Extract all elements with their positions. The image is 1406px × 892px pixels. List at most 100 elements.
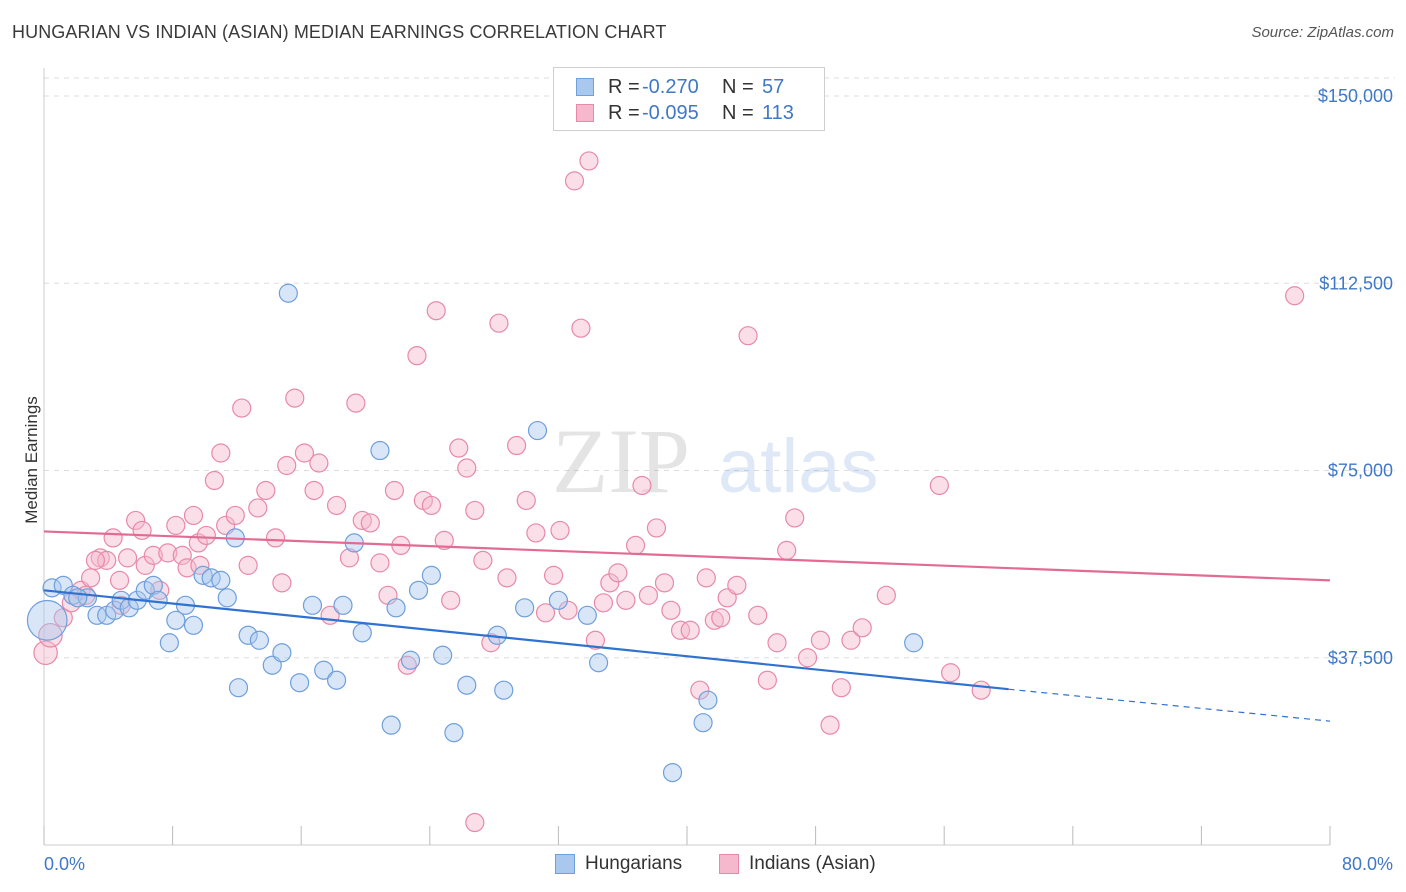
legend-n-label: N = <box>722 101 754 124</box>
point-indians <box>777 540 797 560</box>
point-indians <box>608 563 628 583</box>
point-indians <box>497 568 517 588</box>
point-hungarians <box>105 600 125 620</box>
point-indians <box>971 680 991 700</box>
point-indians <box>457 458 477 478</box>
point-indians <box>929 475 949 496</box>
legend-r-label: R = <box>608 75 640 98</box>
point-indians <box>593 593 614 613</box>
point-hungarians <box>159 633 179 653</box>
point-hungarians <box>400 650 421 670</box>
point-hungarians <box>278 283 298 303</box>
point-indians <box>696 568 716 588</box>
chart-title: HUNGARIAN VS INDIAN (ASIAN) MEDIAN EARNI… <box>12 22 667 42</box>
point-indians <box>465 500 485 521</box>
legend-label-hungarians: Hungarians <box>585 853 683 874</box>
legend-r-label: R = <box>608 101 640 124</box>
point-indians <box>600 573 620 593</box>
point-indians <box>103 528 123 548</box>
point-hungarians <box>698 690 718 710</box>
point-indians <box>625 535 646 556</box>
legend-r-value: -0.095 <box>642 101 699 124</box>
point-hungarians <box>143 575 163 595</box>
y-tick-label: $150,000 <box>1318 86 1393 106</box>
point-hungarians <box>693 713 713 733</box>
point-indians <box>196 525 216 546</box>
point-indians <box>543 565 564 585</box>
point-indians <box>680 620 700 640</box>
point-indians <box>272 573 292 593</box>
point-hungarians <box>548 590 569 610</box>
x-tick-label-min: 0.0% <box>44 854 85 874</box>
point-indians <box>654 573 675 593</box>
point-indians <box>550 520 570 541</box>
point-hungarians <box>249 630 270 650</box>
point-hungarians <box>444 723 464 743</box>
correlation-legend: R = -0.270 N = 57 R = -0.095 N = 113 <box>553 67 825 131</box>
point-indians <box>852 618 872 638</box>
point-hungarians <box>68 588 88 608</box>
point-indians <box>211 443 231 463</box>
point-hungarians <box>289 673 310 693</box>
point-indians <box>690 680 710 700</box>
trend-line-indians <box>43 530 1331 582</box>
point-indians <box>785 508 805 528</box>
legend-row-hungarians: R = -0.270 N = 57 <box>576 75 784 99</box>
series-hungarians-points <box>26 283 924 783</box>
point-indians <box>81 568 101 588</box>
point-indians <box>638 585 659 605</box>
point-indians <box>1285 286 1305 306</box>
point-indians <box>109 570 130 590</box>
point-hungarians <box>87 605 107 625</box>
point-hungarians <box>333 595 353 615</box>
point-indians <box>441 590 461 610</box>
tick-labels: $37,500 $75,000 $112,500 $150,000 0.0% 80.0% <box>44 86 1393 874</box>
axes <box>43 68 1331 846</box>
series-indians-points <box>33 151 1305 833</box>
point-indians <box>571 318 591 338</box>
point-hungarians <box>111 590 131 610</box>
point-indians <box>150 580 170 600</box>
y-tick-label: $37,500 <box>1328 648 1393 668</box>
point-hungarians <box>515 598 535 618</box>
point-indians <box>248 498 268 518</box>
point-hungarians <box>166 610 186 630</box>
point-hungarians <box>370 440 390 461</box>
point-indians <box>304 480 324 501</box>
point-indians <box>526 523 546 543</box>
point-indians <box>132 520 152 541</box>
point-hungarians <box>193 565 213 585</box>
x-tick-label-max: 80.0% <box>1342 854 1393 874</box>
bottom-legend-hungarians: Hungarians <box>555 851 682 877</box>
point-indians <box>256 480 276 501</box>
point-indians <box>738 326 758 346</box>
legend-label-indians: Indians (Asian) <box>749 853 876 874</box>
point-indians <box>941 663 961 683</box>
point-indians <box>117 548 138 568</box>
point-hungarians <box>457 675 477 695</box>
point-hungarians <box>588 653 609 673</box>
point-hungarians <box>352 623 372 643</box>
point-indians <box>135 555 155 575</box>
point-indians <box>564 171 585 191</box>
trend-line-hungarians-extension <box>1008 688 1331 722</box>
point-indians <box>727 575 747 595</box>
y-tick-label: $112,500 <box>1319 273 1393 293</box>
point-indians <box>158 543 178 563</box>
point-indians <box>810 630 831 650</box>
point-indians <box>172 545 192 565</box>
point-indians <box>646 518 667 538</box>
point-hungarians <box>183 615 204 635</box>
point-indians <box>661 600 681 620</box>
point-indians <box>309 453 329 473</box>
point-indians <box>434 530 454 551</box>
point-hungarians <box>302 595 323 615</box>
point-indians <box>384 480 405 501</box>
point-hungarians <box>53 575 73 595</box>
point-hungarians <box>381 715 401 735</box>
legend-n-value: 113 <box>762 101 794 124</box>
point-hungarians <box>662 762 683 783</box>
point-indians <box>670 620 691 640</box>
point-indians <box>232 398 252 418</box>
point-hungarians <box>26 599 68 641</box>
